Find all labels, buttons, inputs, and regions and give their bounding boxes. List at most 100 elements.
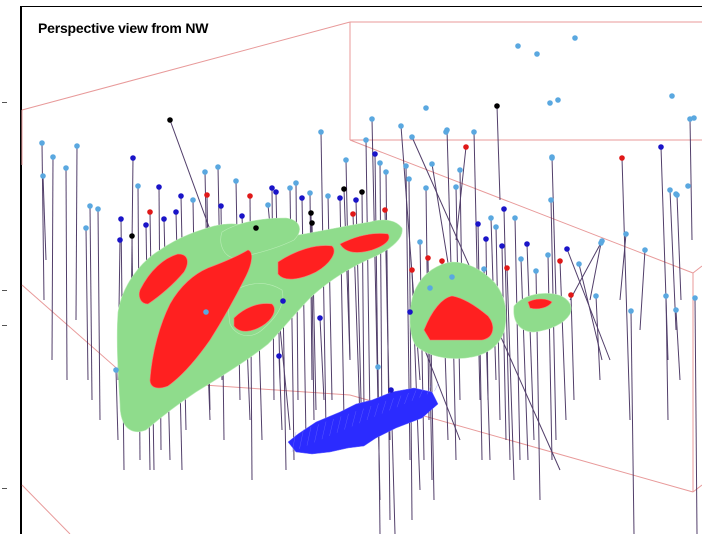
drillhole-collar bbox=[130, 155, 136, 161]
drillhole-trace bbox=[51, 156, 54, 361]
drillhole-collar bbox=[129, 233, 135, 239]
drillhole-collar bbox=[337, 195, 343, 201]
drillhole-trace bbox=[75, 145, 78, 321]
drillhole-collar bbox=[533, 268, 539, 274]
drillhole-trace bbox=[630, 310, 635, 534]
drillhole-trace bbox=[514, 217, 521, 461]
drillhole-trace bbox=[526, 243, 535, 441]
drillhole-trace bbox=[569, 240, 603, 301]
drillhole-collar bbox=[309, 220, 315, 226]
drillhole-collar bbox=[273, 189, 279, 195]
drillhole-trace bbox=[589, 242, 602, 301]
drillhole-collar bbox=[549, 155, 555, 161]
drillhole-trace bbox=[621, 157, 631, 421]
drillhole-trace bbox=[547, 254, 553, 461]
drillhole-trace bbox=[42, 175, 47, 261]
drillhole-collars bbox=[39, 35, 698, 393]
drillhole-collar bbox=[512, 215, 518, 221]
drillhole-collar bbox=[417, 239, 423, 245]
drillhole-collar bbox=[343, 157, 349, 163]
drillhole-collar bbox=[372, 151, 378, 157]
drillhole-trace bbox=[694, 297, 698, 534]
drillhole-collar bbox=[483, 236, 489, 242]
drillhole-collar bbox=[642, 247, 648, 253]
drillhole-collar bbox=[353, 197, 359, 203]
drillhole-trace bbox=[278, 355, 283, 431]
view-title: Perspective view from NW bbox=[38, 20, 209, 36]
margin-tick bbox=[2, 325, 7, 326]
drillhole-collar bbox=[658, 144, 664, 150]
mesh-line bbox=[351, 411, 357, 427]
bounding-box bbox=[21, 21, 702, 534]
drillhole-trace bbox=[408, 178, 413, 521]
drillhole-collar bbox=[253, 225, 259, 231]
mesh-line bbox=[306, 426, 312, 446]
mesh-line bbox=[321, 421, 327, 440]
drillhole-trace bbox=[675, 309, 681, 381]
drillhole-collar bbox=[167, 117, 173, 123]
drillhole-collar bbox=[504, 265, 510, 271]
drillhole-collar bbox=[481, 266, 487, 272]
drillhole-collar bbox=[407, 309, 413, 315]
drillhole-collar bbox=[475, 221, 481, 227]
drillhole-trace bbox=[689, 118, 693, 241]
drillhole-collar bbox=[325, 193, 331, 199]
drillhole-collar bbox=[317, 315, 323, 321]
drillhole-collar bbox=[471, 129, 477, 135]
drillhole-collar bbox=[39, 140, 45, 146]
drillhole-collar bbox=[202, 169, 208, 175]
drillhole-trace bbox=[85, 227, 89, 381]
drillhole-collar bbox=[457, 167, 463, 173]
mesh-line bbox=[359, 408, 364, 424]
drillhole-collar bbox=[673, 307, 679, 313]
drillhole-collar bbox=[276, 353, 282, 359]
drillhole-collar bbox=[427, 285, 433, 291]
drillhole-trace bbox=[669, 189, 677, 331]
drillhole-trace bbox=[343, 188, 351, 361]
drillhole-collar bbox=[203, 309, 209, 315]
drillhole-collar bbox=[95, 206, 101, 212]
drillhole-trace bbox=[520, 258, 529, 461]
drillhole-collar bbox=[63, 165, 69, 171]
drillhole-collar bbox=[548, 197, 554, 203]
mesh-line bbox=[374, 403, 379, 417]
drillhole-collar bbox=[409, 134, 415, 140]
drillhole-collar bbox=[287, 185, 293, 191]
drillhole-trace bbox=[496, 105, 501, 201]
drillhole-collar bbox=[383, 169, 389, 175]
drillhole-collar bbox=[113, 367, 119, 373]
drillhole-collar bbox=[453, 184, 459, 190]
drillhole-collar bbox=[218, 203, 224, 209]
drillhole-trace bbox=[115, 369, 119, 441]
drillhole-collar bbox=[388, 387, 394, 393]
drillhole-collar bbox=[423, 105, 429, 111]
drillhole-collar bbox=[265, 202, 271, 208]
drillhole-trace bbox=[595, 295, 601, 381]
drillhole-trace bbox=[455, 146, 467, 241]
drillhole-collar bbox=[669, 93, 675, 99]
drillhole-collar bbox=[501, 206, 507, 212]
drillhole-collar bbox=[547, 100, 553, 106]
drillhole-collar bbox=[190, 197, 196, 203]
drillhole-collar bbox=[247, 193, 253, 199]
drillhole-collar bbox=[534, 51, 540, 57]
drillhole-collar bbox=[308, 210, 314, 216]
drillhole-collar bbox=[406, 176, 412, 182]
drillhole-trace bbox=[365, 139, 371, 421]
drillhole-collar bbox=[143, 222, 149, 228]
drillhole-collar bbox=[318, 129, 324, 135]
drillhole-trace bbox=[282, 300, 287, 471]
drillhole-collar bbox=[173, 209, 179, 215]
drillhole-collar bbox=[350, 211, 356, 217]
margin-tick bbox=[2, 488, 7, 489]
drillhole-trace bbox=[377, 366, 381, 534]
drillhole-collar bbox=[74, 143, 80, 149]
drillhole-trace bbox=[419, 241, 425, 461]
margin-tick bbox=[2, 290, 7, 291]
drillhole-collar bbox=[515, 43, 521, 49]
drillhole-collar bbox=[40, 173, 46, 179]
drillhole-collar bbox=[493, 224, 499, 230]
drillhole-collar bbox=[363, 137, 369, 143]
drillhole-collar bbox=[87, 203, 93, 209]
mesh-line bbox=[314, 424, 319, 443]
